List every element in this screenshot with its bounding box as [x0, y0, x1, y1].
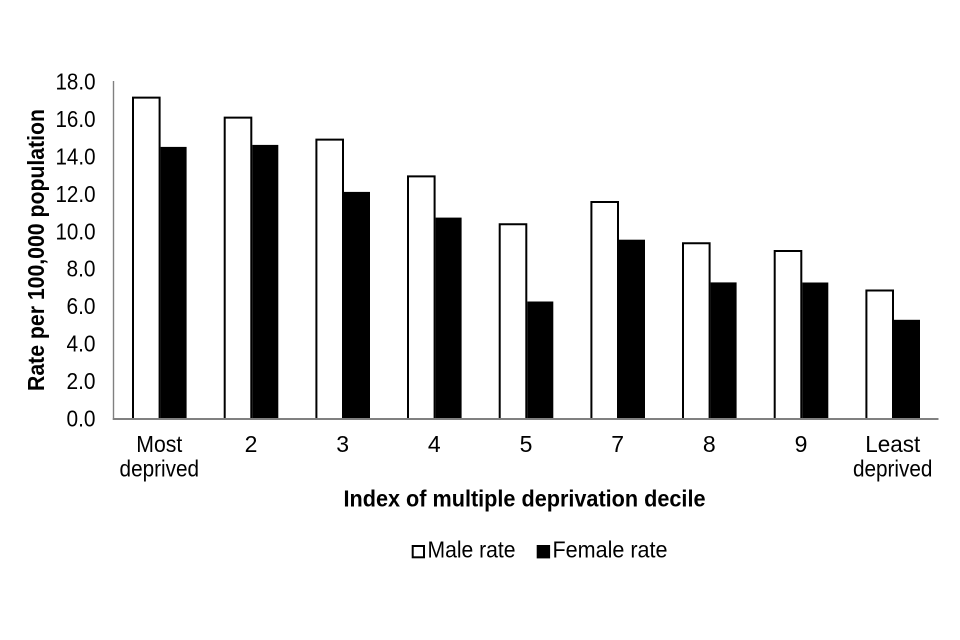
- svg-text:12.0: 12.0: [56, 181, 96, 207]
- svg-text:deprived: deprived: [120, 456, 200, 482]
- svg-text:2.0: 2.0: [67, 368, 96, 394]
- svg-text:9: 9: [795, 431, 808, 457]
- svg-text:10.0: 10.0: [56, 218, 96, 244]
- svg-text:3: 3: [336, 431, 349, 457]
- svg-text:Least: Least: [865, 431, 921, 457]
- svg-text:deprived: deprived: [853, 456, 933, 482]
- svg-text:5: 5: [520, 431, 533, 457]
- svg-text:8.0: 8.0: [67, 256, 96, 282]
- svg-text:4: 4: [428, 431, 441, 457]
- svg-text:Most: Most: [136, 431, 183, 457]
- svg-text:Female rate: Female rate: [553, 537, 668, 563]
- svg-text:Index of multiple deprivation: Index of multiple deprivation decile: [344, 486, 706, 512]
- svg-text:Male rate: Male rate: [428, 537, 516, 563]
- svg-text:Rate per 100,000 population: Rate per 100,000 population: [23, 109, 49, 391]
- svg-text:16.0: 16.0: [56, 106, 96, 132]
- svg-text:18.0: 18.0: [56, 69, 96, 95]
- svg-text:14.0: 14.0: [56, 143, 96, 169]
- svg-text:6.0: 6.0: [67, 293, 96, 319]
- svg-text:0.0: 0.0: [67, 406, 96, 432]
- svg-text:8: 8: [703, 431, 716, 457]
- svg-text:2: 2: [245, 431, 258, 457]
- svg-text:4.0: 4.0: [67, 331, 96, 357]
- svg-text:7: 7: [611, 431, 624, 457]
